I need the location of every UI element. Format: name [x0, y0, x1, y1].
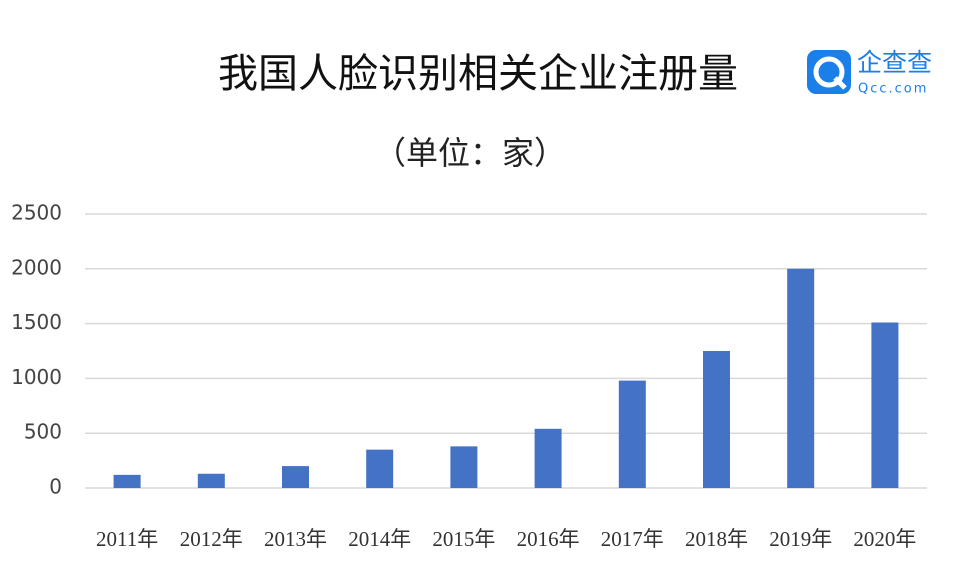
x-tick-label: 2018年 [685, 527, 748, 551]
bar [618, 380, 646, 488]
bar [787, 268, 815, 488]
x-tick-label: 2015年 [432, 527, 495, 551]
bar [450, 446, 478, 488]
logo-icon-tail [833, 76, 847, 90]
chart-subtitle: （单位：家） [374, 134, 566, 172]
y-tick-label: 2500 [11, 201, 62, 225]
logo-subtext: Qcc.com [858, 82, 928, 97]
bar [534, 428, 562, 488]
x-tick-label: 2020年 [853, 527, 916, 551]
bar [366, 449, 394, 488]
logo-icon-ring [813, 56, 845, 88]
y-tick-label: 2000 [11, 255, 62, 279]
logo-text: 企查查 [857, 48, 932, 77]
bar [197, 473, 225, 488]
y-tick-label: 1500 [11, 310, 62, 334]
x-tick-label: 2019年 [769, 527, 832, 551]
bar [113, 474, 141, 488]
bar [282, 466, 309, 488]
x-tick-label: 2017年 [601, 527, 664, 551]
y-tick-label: 500 [24, 420, 62, 444]
y-tick-label: 1000 [11, 365, 62, 389]
y-tick-label: 0 [49, 475, 62, 499]
x-tick-label: 2013年 [264, 527, 327, 551]
logo: 企查查 Qcc.com [807, 48, 932, 97]
bar [703, 351, 730, 488]
x-tick-label: 2011年 [96, 527, 158, 551]
x-tick-label: 2014年 [348, 527, 411, 551]
bar [871, 322, 899, 488]
x-tick-label: 2012年 [180, 527, 243, 551]
chart-title: 我国人脸识别相关企业注册量 [218, 51, 738, 97]
x-tick-label: 2016年 [517, 527, 580, 551]
